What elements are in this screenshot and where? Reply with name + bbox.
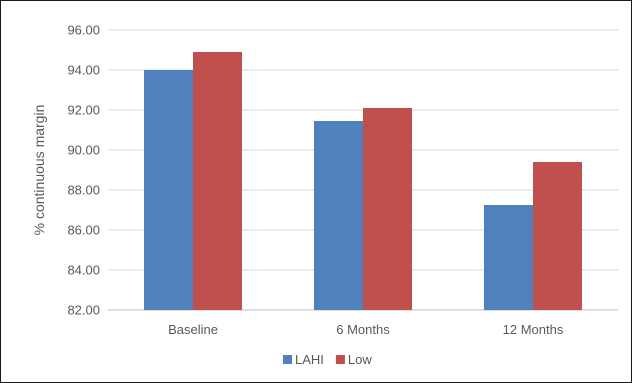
y-tick-label: 94.00	[67, 63, 100, 78]
y-tick-label: 90.00	[67, 143, 100, 158]
y-tick-label: 82.00	[67, 303, 100, 318]
bars	[144, 52, 582, 310]
y-axis-label: % continuous margin	[31, 105, 47, 236]
y-tick-label: 84.00	[67, 263, 100, 278]
legend: LAHI Low	[283, 352, 372, 367]
legend-label-low: Low	[348, 352, 372, 367]
y-tick-label: 88.00	[67, 183, 100, 198]
x-tick-label: 12 Months	[503, 322, 564, 337]
y-axis-ticks: 82.00 84.00 86.00 88.00 90.00 92.00 94.00 96.00	[67, 23, 100, 318]
legend-swatch-lahi	[283, 355, 292, 364]
x-tick-label: 6 Months	[336, 322, 390, 337]
y-tick-label: 96.00	[67, 23, 100, 38]
legend-label-lahi: LAHI	[295, 352, 324, 367]
bar-low-2	[533, 162, 582, 310]
y-tick-label: 92.00	[67, 103, 100, 118]
x-axis-ticks: Baseline 6 Months 12 Months	[168, 322, 564, 337]
legend-swatch-low	[335, 355, 345, 364]
bar-lahi-0	[144, 70, 193, 310]
bar-low-1	[363, 108, 412, 310]
bar-lahi-1	[314, 121, 363, 310]
x-tick-label: Baseline	[168, 322, 218, 337]
y-tick-label: 86.00	[67, 223, 100, 238]
bar-low-0	[193, 52, 242, 310]
bar-lahi-2	[484, 205, 533, 310]
